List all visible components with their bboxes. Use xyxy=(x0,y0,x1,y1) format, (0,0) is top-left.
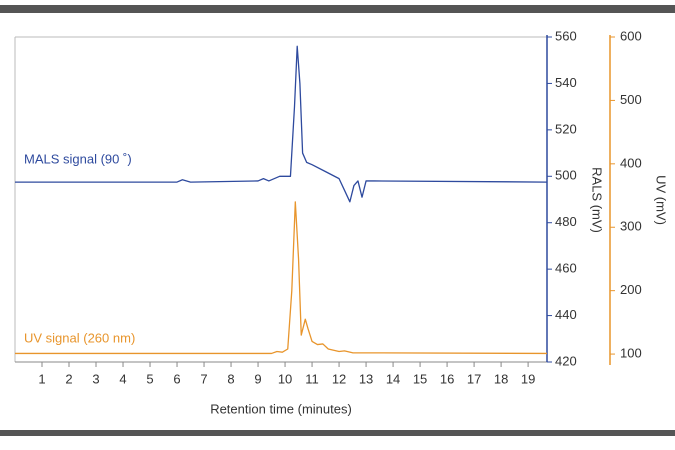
y-tick-label: 460 xyxy=(555,261,577,276)
x-tick-label: 5 xyxy=(146,371,153,386)
x-tick-label: 7 xyxy=(200,371,207,386)
x-tick-label: 8 xyxy=(227,371,234,386)
y-tick-label: 500 xyxy=(555,168,577,183)
x-tick-label: 15 xyxy=(413,371,427,386)
series-label: MALS signal (90 ˚) xyxy=(24,151,132,166)
y-tick-label: 540 xyxy=(555,75,577,90)
y-tick-label: 440 xyxy=(555,307,577,322)
x-tick-label: 3 xyxy=(92,371,99,386)
bottom-bar xyxy=(0,430,675,436)
y2-tick-label: 600 xyxy=(620,28,642,43)
x-tick-label: 4 xyxy=(119,371,126,386)
y-tick-label: 480 xyxy=(555,214,577,229)
series-line xyxy=(15,201,548,355)
x-tick-label: 10 xyxy=(278,371,292,386)
y2-tick-label: 500 xyxy=(620,92,642,107)
series-line xyxy=(15,45,548,203)
x-tick-label: 12 xyxy=(332,371,346,386)
y-tick-label: 520 xyxy=(555,121,577,136)
x-tick-label: 14 xyxy=(386,371,400,386)
x-tick-label: 17 xyxy=(467,371,481,386)
x-tick-label: 16 xyxy=(440,371,454,386)
x-axis-title: Retention time (minutes) xyxy=(210,401,352,416)
series-label: UV signal (260 nm) xyxy=(24,330,135,345)
x-tick-label: 19 xyxy=(521,371,535,386)
y2-tick-label: 300 xyxy=(620,219,642,234)
y2-tick-label: 100 xyxy=(620,346,642,361)
y2-axis-title: UV (mV) xyxy=(654,175,669,225)
x-tick-label: 11 xyxy=(305,371,319,386)
x-tick-label: 18 xyxy=(494,371,508,386)
x-tick-label: 2 xyxy=(65,371,72,386)
y-tick-label: 560 xyxy=(555,28,577,43)
y2-tick-label: 200 xyxy=(620,282,642,297)
x-tick-label: 1 xyxy=(38,371,45,386)
y2-tick-label: 400 xyxy=(620,155,642,170)
x-tick-label: 13 xyxy=(359,371,373,386)
y-tick-label: 420 xyxy=(555,353,577,368)
x-tick-label: 6 xyxy=(173,371,180,386)
y-axis-title: RALS (mV) xyxy=(590,167,605,233)
top-bar xyxy=(0,5,675,13)
x-tick-label: 9 xyxy=(254,371,261,386)
